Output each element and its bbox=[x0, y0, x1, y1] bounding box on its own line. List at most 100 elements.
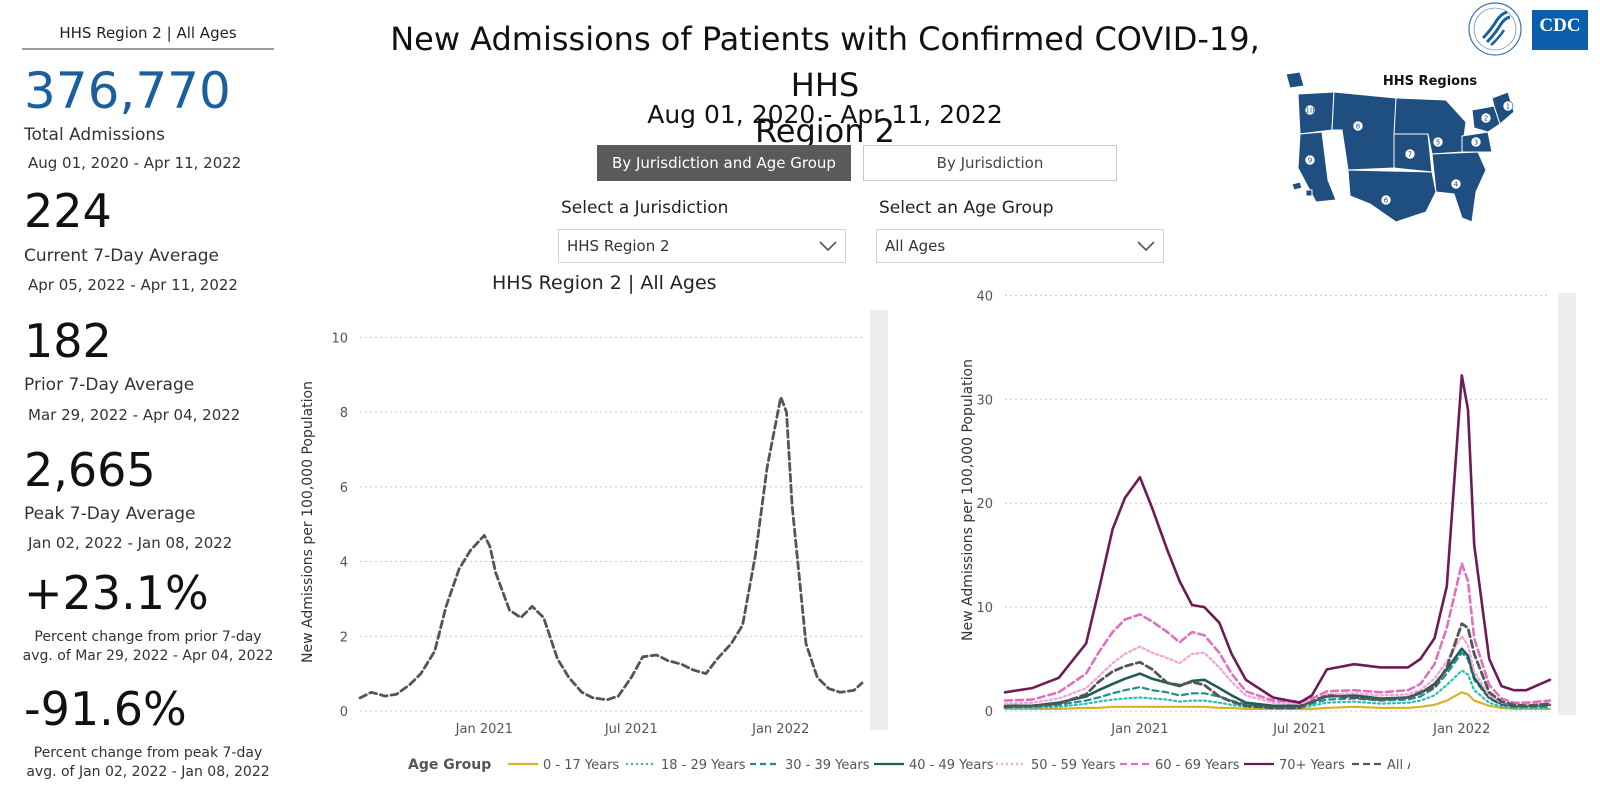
y-tick-label: 20 bbox=[976, 497, 993, 512]
prior-avg-range: Mar 29, 2022 - Apr 04, 2022 bbox=[28, 406, 241, 424]
chart-scrollbar[interactable] bbox=[870, 310, 888, 730]
chevron-down-icon bbox=[819, 241, 837, 252]
total-admissions-label: Total Admissions bbox=[24, 125, 165, 145]
y-tick-label: 0 bbox=[985, 705, 993, 720]
pct-change-peak-line2: avg. of Jan 02, 2022 - Jan 08, 2022 bbox=[26, 764, 270, 780]
pct-change-prior-value: +23.1% bbox=[24, 566, 209, 620]
pct-change-peak-line1: Percent change from peak 7-day bbox=[33, 745, 263, 761]
legend-item[interactable]: 30 - 39 Years bbox=[750, 758, 870, 773]
legend-item[interactable]: 40 - 49 Years bbox=[874, 758, 994, 773]
legend-item[interactable]: 50 - 59 Years bbox=[996, 758, 1116, 773]
pct-change-prior-line1: Percent change from prior 7-day bbox=[34, 629, 262, 645]
legend-item[interactable]: 60 - 69 Years bbox=[1120, 758, 1240, 773]
x-tick-label: Jan 2022 bbox=[1432, 722, 1490, 737]
x-tick-label: Jan 2021 bbox=[1110, 722, 1168, 737]
jurisdiction-select-label: Select a Jurisdiction bbox=[561, 198, 729, 218]
region-label-9: 9 bbox=[1308, 157, 1312, 165]
x-tick-label: Jan 2022 bbox=[751, 722, 809, 737]
region-label-5: 5 bbox=[1436, 139, 1440, 147]
y-tick-label: 4 bbox=[340, 556, 348, 571]
page-title-line2: Region 2 bbox=[754, 112, 896, 150]
legend-item[interactable]: All Ages bbox=[1352, 758, 1410, 773]
total-admissions-range: Aug 01, 2020 - Apr 11, 2022 bbox=[28, 154, 242, 172]
hhs-regions-title: HHS Regions bbox=[1382, 74, 1478, 89]
legend-label: 60 - 69 Years bbox=[1155, 758, 1240, 773]
region-10-alaska bbox=[1286, 72, 1305, 89]
region-label-2: 2 bbox=[1484, 115, 1488, 123]
y-axis-label: New Admissions per 100,000 Population bbox=[300, 381, 316, 663]
age-group-chart[interactable]: 0 10 20 30 40 Jan 2021 Jul 2021 Jan 2022 New A… bbox=[950, 285, 1590, 760]
region-10-shape bbox=[1297, 91, 1335, 135]
region-label-6: 6 bbox=[1384, 197, 1389, 205]
pct-change-prior-desc: Percent change from prior 7-day avg. of … bbox=[18, 628, 278, 666]
page-date-range: Aug 01, 2020 - Apr 11, 2022 bbox=[647, 100, 1003, 129]
age-group-select-value: All Ages bbox=[885, 237, 946, 255]
series-line-all-ages[interactable] bbox=[358, 395, 864, 702]
y-tick-label: 30 bbox=[976, 393, 993, 408]
legend-item[interactable]: 0 - 17 Years bbox=[508, 758, 619, 773]
current-avg-range: Apr 05, 2022 - Apr 11, 2022 bbox=[28, 276, 238, 294]
x-tick-label: Jul 2021 bbox=[1272, 722, 1326, 737]
y-tick-label: 6 bbox=[340, 481, 348, 496]
region-label-7: 7 bbox=[1408, 151, 1412, 159]
region-label-10: 10 bbox=[1306, 107, 1315, 115]
peak-avg-value: 2,665 bbox=[24, 443, 156, 497]
x-tick-label: Jan 2021 bbox=[455, 722, 513, 737]
region-9-shape bbox=[1297, 131, 1337, 203]
legend-label: 0 - 17 Years bbox=[543, 758, 619, 773]
y-tick-label: 2 bbox=[340, 630, 348, 645]
series-line-40-49-years[interactable] bbox=[1003, 647, 1552, 708]
y-tick-label: 10 bbox=[331, 331, 348, 346]
y-tick-label: 10 bbox=[976, 601, 993, 616]
series-line-70-years[interactable] bbox=[1003, 374, 1552, 704]
current-avg-label: Current 7-Day Average bbox=[24, 246, 219, 266]
age-group-select-label: Select an Age Group bbox=[879, 198, 1054, 218]
all-ages-chart[interactable]: 0 2 4 6 8 10 Jan 2021 Jul 2021 Jan 2022 New Adm… bbox=[290, 300, 890, 760]
series-line-50-59-years[interactable] bbox=[1003, 635, 1552, 706]
chart-scrollbar[interactable] bbox=[1558, 293, 1576, 715]
prior-avg-value: 182 bbox=[24, 314, 112, 368]
by-jurisdiction-button[interactable]: By Jurisdiction bbox=[863, 145, 1117, 181]
region-6-shape bbox=[1347, 169, 1437, 223]
legend-label: 50 - 59 Years bbox=[1031, 758, 1116, 773]
current-avg-value: 224 bbox=[24, 184, 112, 238]
summary-header: HHS Region 2 | All Ages bbox=[22, 24, 274, 50]
chevron-down-icon bbox=[1137, 241, 1155, 252]
jurisdiction-select-value: HHS Region 2 bbox=[567, 237, 670, 255]
series-line-0-17-years[interactable] bbox=[1003, 691, 1552, 710]
hhs-logo-icon bbox=[1468, 2, 1522, 56]
legend-label: All Ages bbox=[1387, 758, 1410, 773]
total-admissions-value: 376,770 bbox=[24, 62, 231, 120]
legend-label: 18 - 29 Years bbox=[661, 758, 746, 773]
legend-title: Age Group bbox=[408, 757, 491, 773]
by-jurisdiction-age-button[interactable]: By Jurisdiction and Age Group bbox=[597, 145, 851, 181]
legend-item[interactable]: 70+ Years bbox=[1244, 758, 1345, 773]
chart-subtitle: HHS Region 2 | All Ages bbox=[492, 272, 717, 294]
region-label-4: 4 bbox=[1454, 181, 1459, 189]
region-8-shape bbox=[1331, 91, 1397, 171]
legend-label: 70+ Years bbox=[1279, 758, 1345, 773]
region-label-1: 1 bbox=[1506, 103, 1510, 111]
y-tick-label: 8 bbox=[340, 406, 348, 421]
series-line-all-ages[interactable] bbox=[1003, 622, 1552, 710]
region-1-shape bbox=[1491, 91, 1515, 125]
region-label-3: 3 bbox=[1474, 139, 1478, 147]
pct-change-peak-desc: Percent change from peak 7-day avg. of J… bbox=[18, 744, 278, 782]
y-tick-label: 40 bbox=[976, 289, 993, 304]
legend-label: 30 - 39 Years bbox=[785, 758, 870, 773]
legend-label: 40 - 49 Years bbox=[909, 758, 994, 773]
jurisdiction-select[interactable]: HHS Region 2 bbox=[558, 229, 846, 263]
pct-change-prior-line2: avg. of Mar 29, 2022 - Apr 04, 2022 bbox=[22, 648, 274, 664]
y-axis-label: New Admissions per 100,000 Population bbox=[960, 359, 976, 641]
page-title-line1: New Admissions of Patients with Confirme… bbox=[390, 20, 1260, 104]
prior-avg-label: Prior 7-Day Average bbox=[24, 375, 195, 395]
region-label-8: 8 bbox=[1356, 123, 1360, 131]
legend-item[interactable]: 18 - 29 Years bbox=[626, 758, 746, 773]
y-tick-label: 0 bbox=[340, 705, 348, 720]
age-group-legend: Age Group 0 - 17 Years 18 - 29 Years 30 - … bbox=[408, 757, 1410, 773]
page-title: New Admissions of Patients with Confirme… bbox=[360, 16, 1290, 154]
age-group-select[interactable]: All Ages bbox=[876, 229, 1164, 263]
hhs-regions-map[interactable]: 10 9 8 7 6 5 4 3 2 1 bbox=[1286, 72, 1546, 240]
cdc-logo-icon: CDC bbox=[1532, 10, 1588, 50]
x-tick-label: Jul 2021 bbox=[604, 722, 658, 737]
